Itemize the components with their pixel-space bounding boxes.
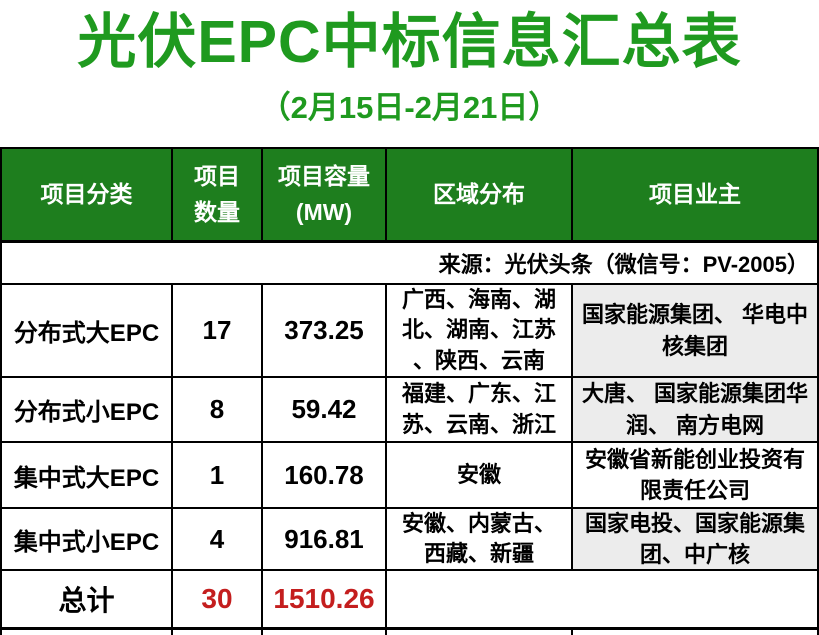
epc-summary-table: 项目分类 项目 数量 项目容量 (MW) 区域分布 项目业主 来源：光伏头条（微… [0,147,819,635]
row4-owners: 国家电投、国家能源集 团、中广核 [573,509,817,571]
header-cell-capacity: 项目容量 (MW) [263,149,387,243]
header-cell-category: 项目分类 [2,149,173,243]
row1-count: 17 [173,285,263,378]
page-subtitle: （2月15日-2月21日） [259,89,560,125]
row4-regions: 安徽、内蒙古、 西藏、新疆 [387,509,573,571]
row3-category: 集中式大EPC [2,443,173,509]
row3-count: 1 [173,443,263,509]
row2-count: 8 [173,378,263,443]
row2-regions: 福建、广东、江 苏、云南、浙江 [387,378,573,443]
row2-capacity: 59.42 [263,378,387,443]
partial-row-cell [573,630,817,635]
total-empty-cell [387,571,817,630]
header-cell-count: 项目 数量 [173,149,263,243]
partial-row-cell [263,630,387,635]
row3-regions: 安徽 [387,443,573,509]
partial-row-cell [2,630,173,635]
partial-row-cell [387,630,573,635]
total-label: 总计 [2,571,173,630]
row1-owners: 国家能源集团、 华电中 核集团 [573,285,817,378]
row4-category: 集中式小EPC [2,509,173,571]
total-capacity: 1510.26 [263,571,387,630]
row3-owners: 安徽省新能创业投资有 限责任公司 [573,443,817,509]
row3-capacity: 160.78 [263,443,387,509]
row2-owners: 大唐、 国家能源集团华 润、 南方电网 [573,378,817,443]
row4-count: 4 [173,509,263,571]
partial-row-cell [173,630,263,635]
header-cell-regions: 区域分布 [387,149,573,243]
source-note: 来源：光伏头条（微信号：PV-2005） [2,243,817,285]
total-count: 30 [173,571,263,630]
row1-regions: 广西、海南、湖 北、湖南、江苏 、陕西、云南 [387,285,573,378]
row1-category: 分布式大EPC [2,285,173,378]
header-cell-owners: 项目业主 [573,149,817,243]
row4-capacity: 916.81 [263,509,387,571]
page-title: 光伏EPC中标信息汇总表 [77,9,742,75]
row1-capacity: 373.25 [263,285,387,378]
row2-category: 分布式小EPC [2,378,173,443]
